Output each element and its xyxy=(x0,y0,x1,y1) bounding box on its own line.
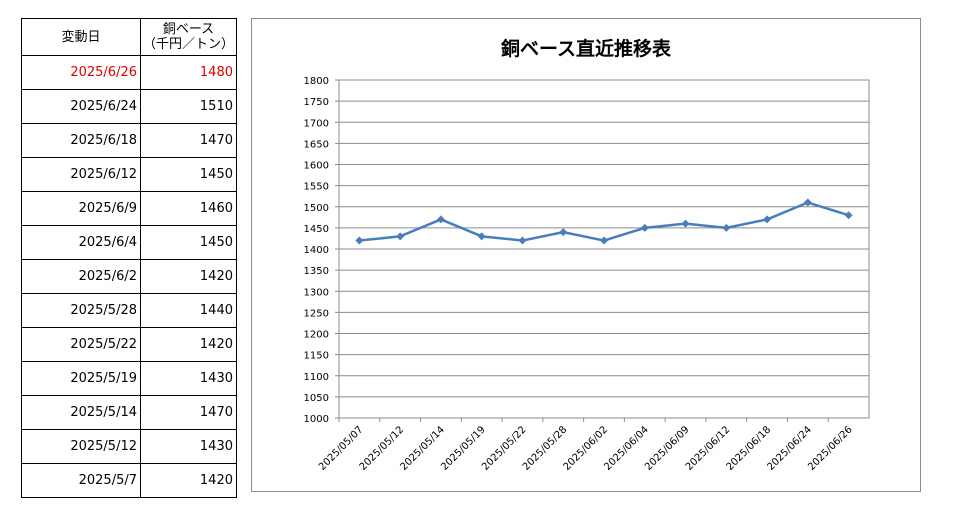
row-value: 1470 xyxy=(140,123,237,158)
row-value: 1420 xyxy=(140,327,237,362)
data-point xyxy=(681,219,690,228)
row-value: 1510 xyxy=(140,89,237,124)
y-tick-label: 1500 xyxy=(304,203,329,214)
y-tick-label: 1250 xyxy=(304,308,329,319)
row-date: 2025/5/22 xyxy=(21,327,141,362)
row-date: 2025/6/2 xyxy=(21,259,141,294)
y-tick-label: 1300 xyxy=(304,287,329,298)
row-value: 1450 xyxy=(140,225,237,260)
data-point xyxy=(518,236,527,245)
header-date: 変動日 xyxy=(21,18,141,56)
data-point xyxy=(600,236,608,245)
row-value: 1480 xyxy=(140,55,237,90)
series xyxy=(355,198,853,245)
chart-panel: 銅ベース直近推移表 1000 1050 1100 1150 1200 1250 1300 13… xyxy=(251,18,921,492)
row-date: 2025/5/28 xyxy=(21,293,141,328)
y-tick-label: 1800 xyxy=(304,76,329,87)
data-point xyxy=(722,223,731,232)
header-value: 銅ベース （千円／トン） xyxy=(140,18,237,56)
table-body: 2025/6/26 1480 2025/6/24 1510 2025/6/18 1470 2… xyxy=(21,55,237,498)
y-tick-label: 1150 xyxy=(304,351,329,362)
y-tick-label: 1200 xyxy=(304,330,329,341)
data-point xyxy=(477,232,486,241)
y-tick-label: 1350 xyxy=(304,266,329,277)
y-tick-label: 1400 xyxy=(304,245,329,256)
table-row: 2025/6/18 1470 xyxy=(21,123,237,158)
y-tick-label: 1600 xyxy=(304,161,329,172)
table-row: 2025/6/12 1450 xyxy=(21,157,237,192)
y-tick-label: 1000 xyxy=(304,414,329,425)
y-tick-label: 1650 xyxy=(304,139,329,150)
data-point xyxy=(396,232,405,241)
table-row: 2025/5/12 1430 xyxy=(21,429,237,464)
x-axis: 2025/05/072025/05/122025/05/142025/05/19… xyxy=(317,418,855,473)
row-date: 2025/5/7 xyxy=(21,463,141,498)
y-tick-label: 1100 xyxy=(304,372,329,383)
data-point xyxy=(640,223,649,232)
table-row: 2025/5/19 1430 xyxy=(21,361,237,396)
row-value: 1440 xyxy=(140,293,237,328)
row-value: 1420 xyxy=(140,259,237,294)
row-date: 2025/6/18 xyxy=(21,123,141,158)
data-point xyxy=(559,228,568,237)
table-row: 2025/6/24 1510 xyxy=(21,89,237,124)
data-point xyxy=(436,215,445,224)
row-date: 2025/6/24 xyxy=(21,89,141,124)
table-row: 2025/6/26 1480 xyxy=(21,55,237,90)
row-date: 2025/6/9 xyxy=(21,191,141,226)
table-row: 2025/5/14 1470 xyxy=(21,395,237,430)
gridlines xyxy=(339,79,869,419)
row-date: 2025/5/12 xyxy=(21,429,141,464)
table-header-row: 変動日 銅ベース （千円／トン） xyxy=(21,18,237,56)
row-date: 2025/6/4 xyxy=(21,225,141,260)
y-axis: 1000 1050 1100 1150 1200 1250 1300 1350 1400 1450… xyxy=(304,76,339,425)
row-value: 1430 xyxy=(140,361,237,396)
row-date: 2025/5/19 xyxy=(21,361,141,396)
row-value: 1450 xyxy=(140,157,237,192)
table-row: 2025/6/2 1420 xyxy=(21,259,237,294)
data-point xyxy=(355,236,364,245)
header-value-line2: （千円／トン） xyxy=(142,37,234,52)
table-row: 2025/6/9 1460 xyxy=(21,191,237,226)
series-line xyxy=(359,201,849,242)
table-row: 2025/5/7 1420 xyxy=(21,463,237,498)
data-point xyxy=(803,198,812,207)
data-point xyxy=(844,211,853,220)
table-row: 2025/5/28 1440 xyxy=(21,293,237,328)
y-tick-label: 1550 xyxy=(304,182,329,193)
y-tick-label: 1050 xyxy=(304,393,329,404)
table-row: 2025/6/4 1450 xyxy=(21,225,237,260)
row-date: 2025/6/26 xyxy=(21,55,141,90)
row-date: 2025/5/14 xyxy=(21,395,141,430)
row-value: 1460 xyxy=(140,191,237,226)
line-chart: 銅ベース直近推移表 1000 1050 1100 1150 1200 1250 1300 13… xyxy=(304,37,870,473)
row-value: 1430 xyxy=(140,429,237,464)
row-value: 1420 xyxy=(140,463,237,498)
header-value-line1: 銅ベース xyxy=(162,22,215,37)
y-tick-label: 1750 xyxy=(304,97,329,108)
chart-title: 銅ベース直近推移表 xyxy=(501,37,672,60)
y-tick-label: 1700 xyxy=(304,118,329,129)
y-tick-label: 1450 xyxy=(304,224,329,235)
table-row: 2025/5/22 1420 xyxy=(21,327,237,362)
row-value: 1470 xyxy=(140,395,237,430)
data-point xyxy=(763,215,772,224)
price-table: 変動日 銅ベース （千円／トン） 2025/6/26 1480 2025/6/24 1… xyxy=(21,18,237,498)
row-date: 2025/6/12 xyxy=(21,157,141,192)
